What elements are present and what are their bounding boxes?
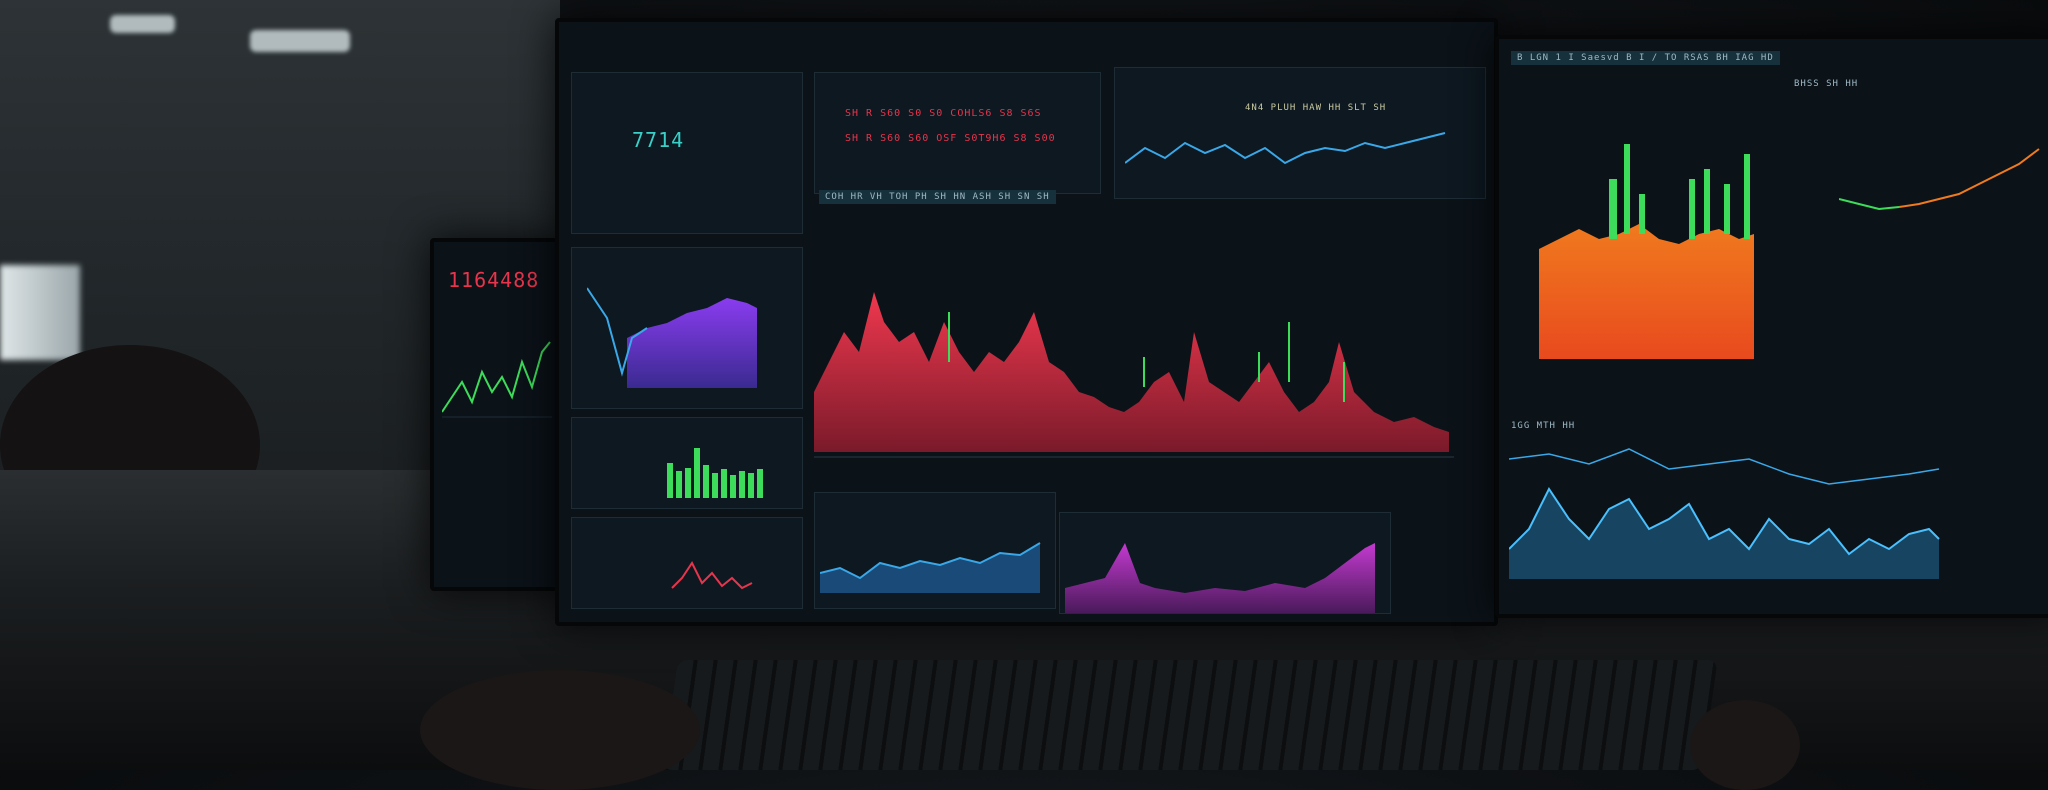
- tablet-chart: [442, 341, 552, 418]
- blue-area-panel: [814, 492, 1056, 609]
- orange-green-chart: [1539, 144, 1754, 359]
- blue-line-panel: 4N4 PLUH HAW HH SLT SH: [1114, 67, 1486, 199]
- tablet: 1164488: [430, 238, 563, 591]
- keyboard: [662, 660, 1718, 770]
- main-monitor: 7714 SH R S60 S0 S0 COHLS6 S8 S6S SH R S…: [555, 18, 1498, 626]
- panel-header: 4N4 PLUH HAW HH SLT SH: [1245, 103, 1387, 113]
- red-text-line: SH R S60 S60 OSF S0T9H6 S8 S00: [845, 133, 1056, 144]
- blue-wave-chart: [1509, 448, 1940, 579]
- red-line-panel: [571, 517, 803, 609]
- window-glow: [0, 265, 80, 360]
- green-bar-panel: [571, 417, 803, 509]
- kpi-number: 7714: [632, 128, 685, 152]
- ceiling-light: [110, 15, 175, 33]
- blue-area-chart: [820, 542, 1041, 593]
- kpi-panel: 7714: [571, 72, 803, 234]
- right-monitor: B LGN 1 I Saesvd B I / TO RSAS BH IAG HD…: [1495, 35, 2048, 618]
- red-text-line: SH R S60 S0 S0 COHLS6 S8 S6S: [845, 108, 1042, 119]
- red-text-panel: SH R S60 S0 S0 COHLS6 S8 S6S SH R S60 S6…: [814, 72, 1101, 194]
- person-hand: [420, 670, 700, 790]
- tablet-number: 1164488: [448, 268, 540, 292]
- ceiling-light: [250, 30, 350, 52]
- person-hand: [1690, 700, 1800, 790]
- chart-header: COH HR VH TOH PH SH HN ASH SH SN SH: [819, 190, 1056, 204]
- magenta-area-panel: [1059, 512, 1391, 614]
- purple-chart: [587, 287, 757, 388]
- main-red-area-chart: [814, 292, 1454, 458]
- right-small-label: 1GG MTH HH: [1511, 421, 1576, 431]
- magenta-area-chart: [1065, 543, 1375, 613]
- purple-chart-panel: [571, 247, 803, 409]
- green-bars: [667, 448, 763, 498]
- red-line-chart: [671, 561, 753, 590]
- right-panel-label: BHSS SH HH: [1794, 79, 1859, 89]
- orange-line-chart: [1839, 148, 2040, 211]
- blue-line-chart: [1125, 132, 1446, 165]
- right-monitor-header: B LGN 1 I Saesvd B I / TO RSAS BH IAG HD: [1511, 51, 1780, 65]
